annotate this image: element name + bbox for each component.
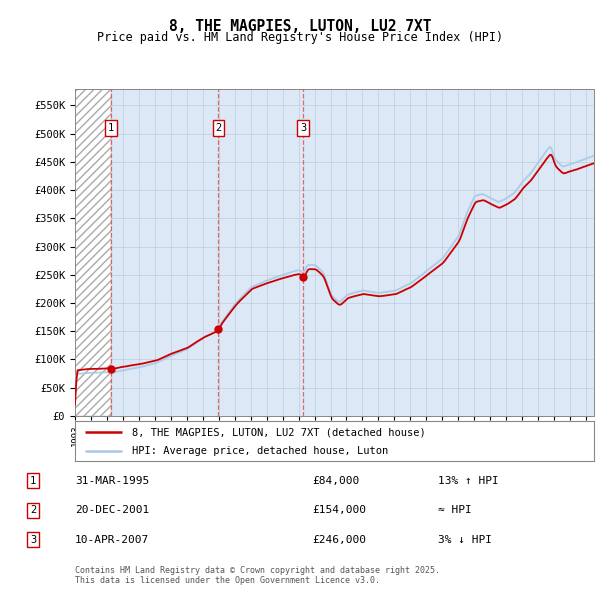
Text: 20-DEC-2001: 20-DEC-2001 bbox=[75, 506, 149, 515]
Text: 31-MAR-1995: 31-MAR-1995 bbox=[75, 476, 149, 486]
Text: ≈ HPI: ≈ HPI bbox=[438, 506, 472, 515]
Text: 10-APR-2007: 10-APR-2007 bbox=[75, 535, 149, 545]
Text: £154,000: £154,000 bbox=[312, 506, 366, 515]
Text: 8, THE MAGPIES, LUTON, LU2 7XT (detached house): 8, THE MAGPIES, LUTON, LU2 7XT (detached… bbox=[132, 428, 426, 438]
Text: 3: 3 bbox=[30, 535, 36, 545]
Text: £246,000: £246,000 bbox=[312, 535, 366, 545]
Text: HPI: Average price, detached house, Luton: HPI: Average price, detached house, Luto… bbox=[132, 447, 388, 456]
Text: Price paid vs. HM Land Registry's House Price Index (HPI): Price paid vs. HM Land Registry's House … bbox=[97, 31, 503, 44]
Text: 1: 1 bbox=[30, 476, 36, 486]
Text: 8, THE MAGPIES, LUTON, LU2 7XT: 8, THE MAGPIES, LUTON, LU2 7XT bbox=[169, 19, 431, 34]
Text: Contains HM Land Registry data © Crown copyright and database right 2025.
This d: Contains HM Land Registry data © Crown c… bbox=[75, 566, 440, 585]
Text: £84,000: £84,000 bbox=[312, 476, 359, 486]
Text: 2: 2 bbox=[30, 506, 36, 515]
Text: 13% ↑ HPI: 13% ↑ HPI bbox=[438, 476, 499, 486]
Text: 3: 3 bbox=[300, 123, 306, 133]
Text: 1: 1 bbox=[108, 123, 114, 133]
Text: 2: 2 bbox=[215, 123, 221, 133]
Bar bbox=[75, 88, 111, 416]
Text: 3% ↓ HPI: 3% ↓ HPI bbox=[438, 535, 492, 545]
